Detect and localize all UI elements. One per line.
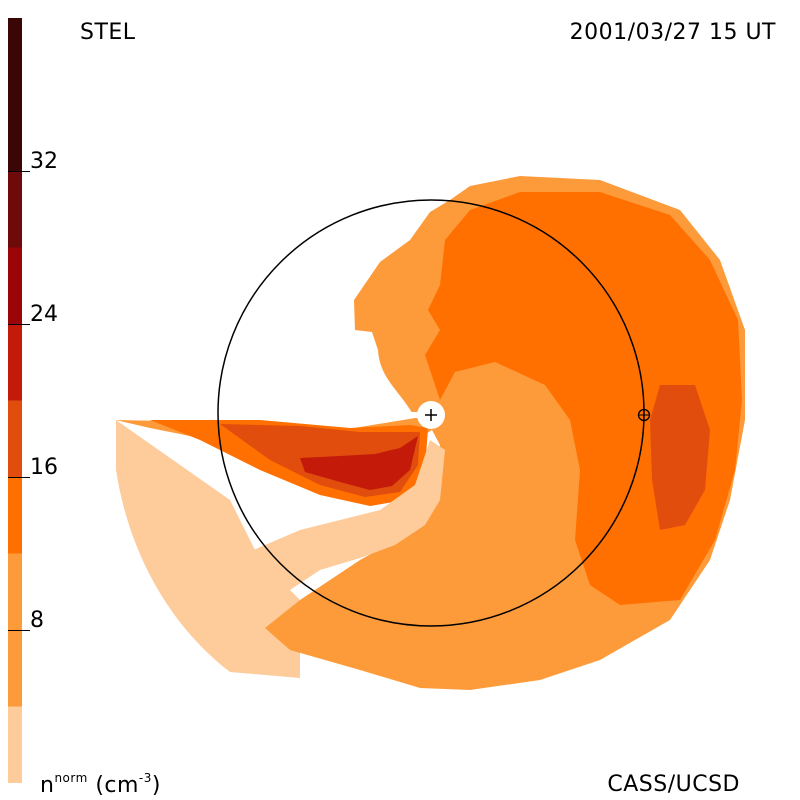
timestamp-label: 2001/03/27 15 UT bbox=[569, 20, 776, 45]
density-gap bbox=[116, 410, 420, 418]
density-field bbox=[116, 176, 745, 690]
colorbar-segment bbox=[8, 171, 22, 248]
colorbar-segment bbox=[8, 706, 22, 783]
credit-label: CASS/UCSD bbox=[607, 772, 740, 797]
colorbar-tick-label: 24 bbox=[30, 302, 58, 327]
colorbar-segment bbox=[8, 18, 22, 171]
colorbar-unit-label: nnorm (cm-3) bbox=[40, 772, 161, 797]
unit-rest: (cm bbox=[95, 773, 139, 798]
color-bar bbox=[8, 18, 22, 783]
colorbar-tick-label: 8 bbox=[30, 608, 44, 633]
unit-close: ) bbox=[151, 773, 161, 798]
colorbar-segment bbox=[8, 477, 22, 554]
colorbar-tick-label: 16 bbox=[30, 455, 58, 480]
sun-icon bbox=[417, 401, 445, 429]
unit-base: n bbox=[40, 773, 55, 798]
unit-sup: norm bbox=[54, 771, 88, 785]
unit-exp: -3 bbox=[138, 771, 152, 785]
observatory-label: STEL bbox=[80, 20, 136, 45]
density-region-level4-east bbox=[650, 385, 710, 530]
colorbar-tick-mark bbox=[8, 324, 30, 325]
density-region-level1 bbox=[116, 420, 300, 678]
density-region-level1-inner bbox=[230, 440, 445, 612]
colorbar-tick-mark bbox=[8, 171, 30, 172]
colorbar-segment bbox=[8, 324, 22, 401]
colorbar-tick-label: 32 bbox=[30, 149, 58, 174]
colorbar-segment bbox=[8, 247, 22, 324]
earth-icon bbox=[637, 408, 651, 422]
colorbar-segment bbox=[8, 400, 22, 477]
colorbar-tick-mark bbox=[8, 477, 30, 478]
density-region-level5 bbox=[300, 436, 418, 490]
colorbar-tick-mark bbox=[8, 630, 30, 631]
